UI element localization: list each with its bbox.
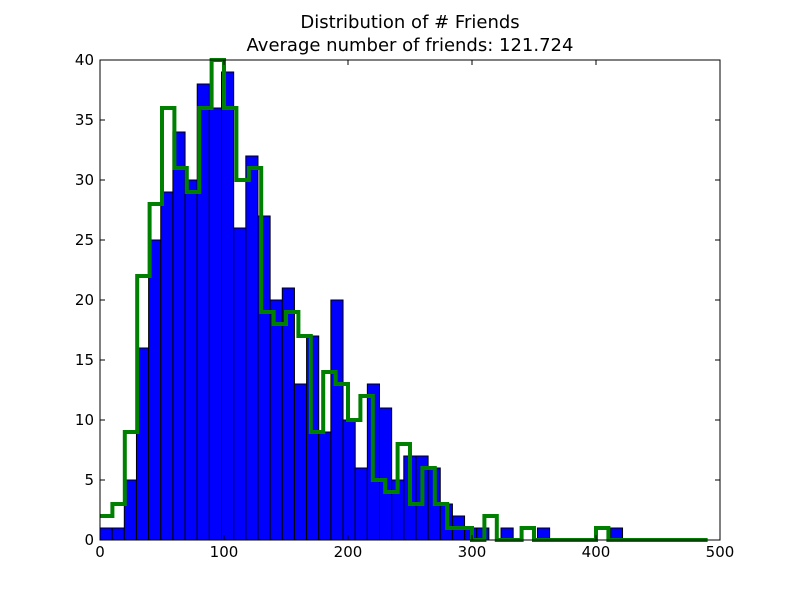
- y-tick-label: 25: [75, 231, 94, 249]
- y-tick-label: 5: [84, 471, 94, 489]
- chart-title: Distribution of # Friends: [300, 12, 520, 33]
- histogram-bar: [378, 407, 393, 541]
- histogram-bar: [354, 467, 368, 541]
- y-tick-label: 15: [75, 351, 94, 369]
- histogram-bar: [111, 527, 125, 541]
- y-tick-label: 30: [75, 171, 94, 189]
- histogram-bar: [293, 383, 308, 541]
- histogram-bar: [160, 191, 174, 541]
- x-tick-label: 100: [210, 543, 239, 561]
- y-tick-label: 20: [75, 291, 94, 309]
- axis-ticks: 0 100 200 300 400 500 0 5 10 15 20 25 30 35 40: [75, 51, 734, 561]
- histogram-bar: [245, 155, 259, 541]
- x-tick-label: 0: [95, 543, 105, 561]
- y-tick-label: 10: [75, 411, 94, 429]
- x-tick-label: 300: [458, 543, 487, 561]
- chart-subtitle: Average number of friends: 121.724: [246, 35, 574, 56]
- histogram-bar: [172, 131, 186, 541]
- histogram-bar: [184, 179, 198, 541]
- x-tick-label: 500: [706, 543, 735, 561]
- histogram-bar: [221, 71, 235, 541]
- histogram-bar: [148, 239, 162, 541]
- histogram-bar: [330, 299, 344, 541]
- histogram-bar: [208, 107, 223, 541]
- histogram-bars: [99, 71, 624, 541]
- y-tick-label: 40: [75, 51, 94, 69]
- y-tick-label: 0: [84, 531, 94, 549]
- x-tick-label: 200: [334, 543, 363, 561]
- histogram-bar: [318, 431, 332, 541]
- y-tick-label: 35: [75, 111, 94, 129]
- histogram-bar: [269, 299, 283, 541]
- histogram-bar: [233, 227, 247, 541]
- histogram-bar: [99, 527, 113, 541]
- x-tick-label: 400: [582, 543, 611, 561]
- histogram-bar: [342, 419, 356, 541]
